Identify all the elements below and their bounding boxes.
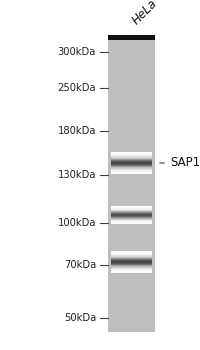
Text: 180kDa: 180kDa [57, 126, 96, 136]
Bar [110, 261, 151, 262]
Bar [110, 223, 151, 224]
Bar [110, 254, 151, 255]
Bar [110, 219, 151, 220]
Bar [110, 167, 151, 168]
Bar [110, 264, 151, 265]
Bar [110, 161, 151, 162]
Bar [110, 158, 151, 159]
Bar [110, 210, 151, 211]
Bar [110, 162, 151, 163]
Bar [110, 208, 151, 209]
Bar [110, 165, 151, 166]
Bar [110, 269, 151, 270]
Bar [110, 260, 151, 261]
Bar [110, 265, 151, 266]
Text: 250kDa: 250kDa [57, 83, 96, 93]
Bar [110, 217, 151, 218]
Bar [110, 159, 151, 160]
Bar [110, 263, 151, 264]
Bar [110, 267, 151, 268]
Bar [110, 164, 151, 165]
Bar [107, 35, 154, 40]
Bar [110, 209, 151, 210]
Bar [110, 212, 151, 213]
Bar [110, 173, 151, 174]
Bar [110, 214, 151, 215]
Bar [110, 218, 151, 219]
Bar [110, 220, 151, 221]
Bar [110, 160, 151, 161]
Bar [110, 211, 151, 212]
Bar [110, 259, 151, 260]
Text: HeLa: HeLa [129, 0, 159, 27]
Bar [110, 266, 151, 267]
Bar [110, 258, 151, 259]
Bar [110, 152, 151, 153]
Bar [110, 222, 151, 223]
Bar [110, 171, 151, 172]
Bar [110, 153, 151, 154]
Bar [110, 213, 151, 214]
Bar [110, 207, 151, 208]
Bar [110, 221, 151, 222]
Bar [110, 252, 151, 253]
Bar [110, 271, 151, 272]
Bar [107, 35, 154, 332]
Bar [110, 215, 151, 216]
Bar [110, 268, 151, 269]
Text: 100kDa: 100kDa [57, 218, 96, 228]
Bar [110, 166, 151, 167]
Bar [110, 206, 151, 207]
Bar [110, 168, 151, 169]
Bar [110, 270, 151, 271]
Bar [110, 256, 151, 257]
Text: 70kDa: 70kDa [63, 260, 96, 270]
Bar [110, 170, 151, 171]
Bar [110, 251, 151, 252]
Bar [110, 163, 151, 164]
Bar [110, 262, 151, 263]
Bar [110, 155, 151, 156]
Text: 50kDa: 50kDa [63, 313, 96, 323]
Bar [110, 157, 151, 158]
Text: SAP130: SAP130 [159, 156, 200, 169]
Bar [110, 154, 151, 155]
Bar [110, 156, 151, 157]
Bar [110, 272, 151, 273]
Text: 300kDa: 300kDa [57, 47, 96, 57]
Bar [110, 172, 151, 173]
Text: 130kDa: 130kDa [57, 170, 96, 180]
Bar [110, 253, 151, 254]
Bar [110, 257, 151, 258]
Bar [110, 169, 151, 170]
Bar [110, 216, 151, 217]
